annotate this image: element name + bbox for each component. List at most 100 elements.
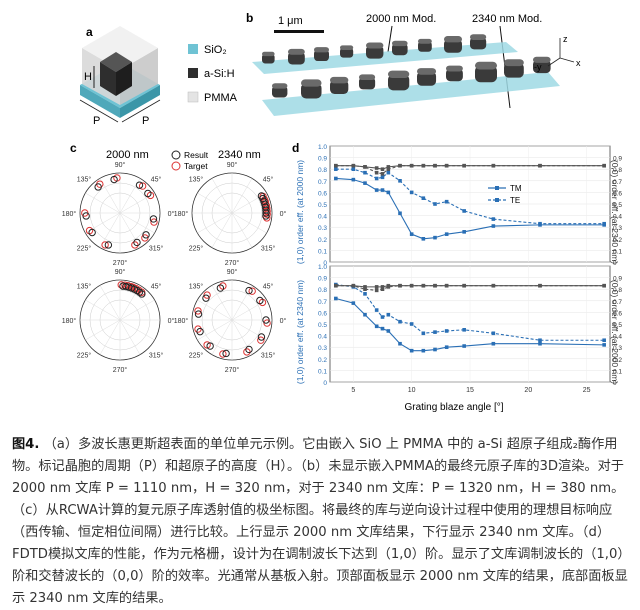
series-point <box>444 283 449 288</box>
sio2-swatch <box>188 44 198 54</box>
target-point <box>150 218 158 226</box>
y-left-bottom-title: (1,0) order eff. (at 2340 nm) <box>295 280 305 384</box>
target-point <box>257 336 265 344</box>
y-tick-left: 0.8 <box>318 287 327 294</box>
polar-angle-label: 180° <box>174 210 189 218</box>
series-point <box>462 328 466 332</box>
result-point <box>257 192 266 200</box>
meta-atom <box>417 71 437 86</box>
y-tick-right: 0.8 <box>613 287 622 294</box>
arrow-2000 <box>387 25 393 53</box>
polar-angle-label: 0° <box>168 210 175 218</box>
p-dimension-right <box>121 99 161 123</box>
meta-atom <box>475 65 497 83</box>
y-tick-right: 0.3 <box>613 225 622 232</box>
result-point <box>245 286 253 295</box>
series-point <box>363 170 367 175</box>
meta-atom-top <box>417 68 437 75</box>
series-point <box>433 330 437 334</box>
figure: a H P P SiO₂ a-Si:H PMMA b 1 μm 2000 nm … <box>62 11 623 413</box>
result-point <box>194 310 203 318</box>
label-2000-mod: 2000 nm Mod. <box>366 13 436 25</box>
series-point <box>409 190 414 195</box>
y-tick-right: 0 <box>613 380 617 387</box>
polar-angle-label: 270° <box>225 259 240 267</box>
series-point <box>334 163 338 168</box>
x-tick-label: 20 <box>524 387 532 394</box>
target-point <box>263 319 271 327</box>
y-tick-right: 0.9 <box>613 156 622 163</box>
meta-atom <box>301 83 322 99</box>
panel-d-letter: d <box>292 141 299 155</box>
y-tick-right: 0.6 <box>613 190 622 197</box>
series-point <box>538 221 542 226</box>
caption-text: （a）多波长惠更斯超表面的单位单元示例。它由嵌入 SiO 上 PMMA 中的 a… <box>12 437 628 606</box>
series-point <box>374 170 379 175</box>
pmma-top <box>82 26 158 70</box>
series-point <box>374 288 379 293</box>
series-line <box>335 165 605 175</box>
meta-atom-top <box>533 56 551 63</box>
polar-plot: 90° 45° 0° 135° 180° 225° 270° 315° <box>62 161 175 267</box>
meta-atom <box>330 80 349 94</box>
target-point <box>219 350 227 358</box>
atom-right <box>116 62 132 96</box>
meta-atom-top <box>330 76 349 84</box>
polar-angle-label: 270° <box>225 366 240 374</box>
series-point <box>409 163 414 168</box>
result-point <box>149 215 158 223</box>
y-tick-right: 0.1 <box>613 248 622 255</box>
series-point <box>380 175 385 180</box>
series-point <box>491 341 496 346</box>
polar-angle-label: 180° <box>174 317 189 325</box>
series-point <box>386 165 391 169</box>
series-point <box>444 329 449 333</box>
te-marker-sample <box>495 198 499 202</box>
y-tick-right: 0.5 <box>613 322 622 329</box>
polar-angle-label: 45° <box>263 282 274 290</box>
series-point <box>602 338 606 343</box>
series-point <box>602 343 606 347</box>
series-point <box>409 322 414 326</box>
meta-atom-top <box>418 38 432 44</box>
series-point <box>380 285 385 289</box>
atom-left <box>100 62 116 96</box>
target-point <box>138 182 147 190</box>
asih-label: a-Si:H <box>204 68 235 80</box>
y-tick-left: 0.8 <box>318 167 327 174</box>
series-point <box>433 283 437 288</box>
x-tick-label: 15 <box>466 387 474 394</box>
polar-plot: 90° 45° 0° 135° 180° 225° 270° 315° <box>174 268 287 374</box>
figure-canvas: a H P P SiO₂ a-Si:H PMMA b 1 μm 2000 nm … <box>62 11 623 413</box>
target-point <box>194 307 202 315</box>
polar-spoke <box>231 212 253 248</box>
series-point <box>444 232 449 236</box>
efficiency-chart: 0 0.1 0.2 0.3 0.4 0.5 0.6 0.7 0.8 0.9 1.0 0 0.1 0.2 0.… <box>318 144 622 267</box>
coordinate-axes: z -y x <box>534 34 581 72</box>
y-tick-right: 0 <box>613 260 617 267</box>
tm-marker-sample <box>495 186 499 190</box>
series-point <box>351 163 356 168</box>
y-right-bottom-title: (0,0) order eff. (at 2000 nm) <box>610 280 620 384</box>
series-point <box>538 338 542 343</box>
polar-spoke <box>197 299 233 321</box>
polar-angle-label: 0° <box>168 317 175 325</box>
target-point <box>101 241 109 249</box>
series-point <box>398 341 402 346</box>
pmma-label: PMMA <box>204 92 238 104</box>
result-point <box>94 183 102 191</box>
result-point <box>262 316 270 324</box>
series-point <box>380 315 385 319</box>
series-point <box>462 163 466 168</box>
caption-label: 图4. <box>12 437 40 452</box>
meta-atom <box>388 74 410 91</box>
series-point <box>386 312 391 317</box>
x-tick-label: 25 <box>583 387 591 394</box>
polar-angle-label: 90° <box>115 161 126 169</box>
efficiency-chart: 0 0.1 0.2 0.3 0.4 0.5 0.6 0.7 0.8 0.9 1.0 0 0.1 0.2 0.… <box>318 264 622 394</box>
legend-result: Result <box>184 150 209 160</box>
panel-c-letter: c <box>70 141 77 155</box>
series-point <box>351 167 356 171</box>
result-point <box>138 290 146 298</box>
sio2-label: SiO₂ <box>204 44 227 56</box>
